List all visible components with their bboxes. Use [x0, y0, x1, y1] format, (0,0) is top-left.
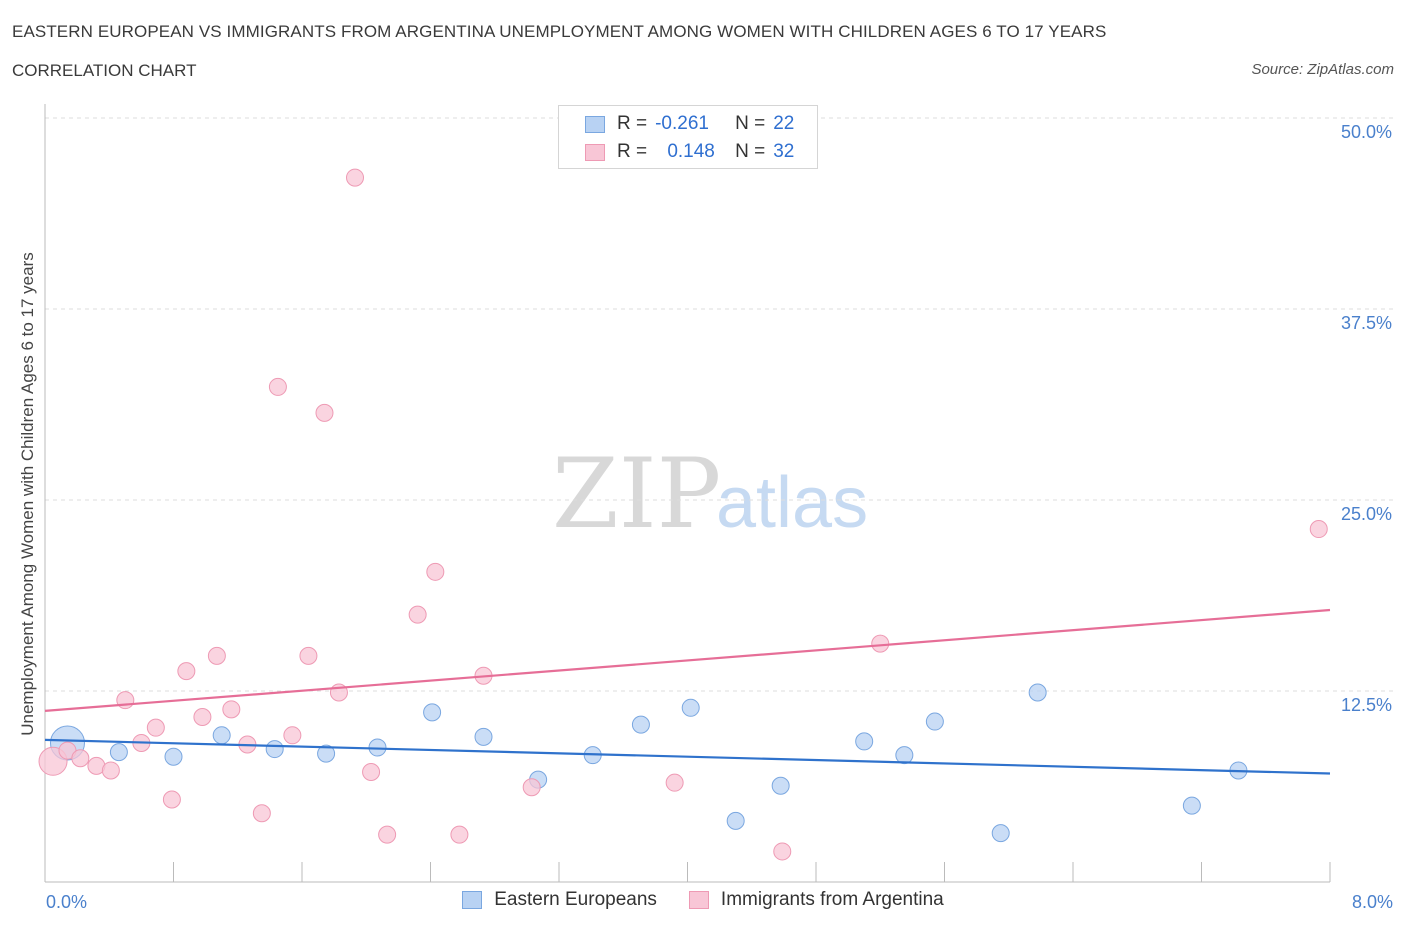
data-point-eastern-europeans	[265, 740, 284, 759]
watermark: ZIP atlas	[552, 438, 868, 550]
watermark-zip: ZIP	[552, 438, 721, 550]
data-point-eastern-europeans	[631, 715, 650, 734]
data-point-immigrants-argentina	[450, 825, 469, 844]
y-tick-label: 37.5%	[1341, 313, 1392, 333]
r-value: -0.261	[655, 113, 709, 134]
data-point-immigrants-argentina	[207, 646, 226, 665]
data-point-eastern-europeans	[109, 743, 128, 762]
data-point-eastern-europeans	[317, 744, 336, 763]
data-point-immigrants-argentina	[162, 790, 181, 809]
r-value: 0.148	[667, 141, 715, 162]
data-point-immigrants-argentina	[346, 168, 365, 187]
data-point-eastern-europeans	[681, 698, 700, 717]
stats-box: R = -0.261 N = 22 R = 0.148 N = 32	[558, 105, 818, 169]
data-point-eastern-europeans	[895, 746, 914, 765]
data-point-immigrants-argentina	[426, 562, 445, 581]
data-point-eastern-europeans	[726, 811, 745, 830]
series2-swatch	[585, 143, 605, 161]
data-point-immigrants-argentina	[522, 778, 541, 797]
data-point-eastern-europeans	[991, 824, 1010, 843]
legend-item-immigrants-argentina[interactable]: Immigrants from Argentina	[688, 889, 944, 911]
y-tick-label: 25.0%	[1341, 504, 1392, 524]
data-point-eastern-europeans	[212, 726, 231, 745]
trend-line-eastern-europeans	[44, 738, 1331, 775]
legend-label: Eastern Europeans	[494, 889, 657, 910]
data-point-immigrants-argentina	[101, 761, 120, 780]
gridlines	[45, 117, 1395, 692]
data-point-immigrants-argentina	[299, 646, 318, 665]
data-point-immigrants-argentina	[871, 634, 890, 653]
y-tick-label: 50.0%	[1341, 122, 1392, 142]
r-label: R =	[617, 141, 648, 162]
data-point-immigrants-argentina	[177, 662, 196, 681]
data-point-immigrants-argentina	[252, 804, 271, 823]
y-tick-label: 12.5%	[1341, 695, 1392, 715]
y-tick-labels: 12.5% 25.0% 37.5% 50.0%	[1341, 122, 1392, 715]
legend: Eastern Europeans Immigrants from Argent…	[0, 889, 1406, 911]
watermark-atlas: atlas	[716, 463, 868, 543]
legend-item-eastern-europeans[interactable]: Eastern Europeans	[462, 889, 657, 911]
data-point-immigrants-argentina	[665, 773, 684, 792]
data-point-immigrants-argentina	[362, 762, 381, 781]
data-point-immigrants-argentina	[408, 605, 427, 624]
data-point-immigrants-argentina	[1309, 520, 1328, 539]
data-point-eastern-europeans	[771, 776, 790, 795]
stats-row-eastern-europeans: R = -0.261 N = 22	[585, 111, 794, 137]
data-point-immigrants-argentina	[283, 726, 302, 745]
data-point-immigrants-argentina	[378, 825, 397, 844]
chart-subtitle: CORRELATION CHART	[12, 61, 197, 80]
series-eastern-europeans	[49, 683, 1248, 843]
n-value: 32	[773, 141, 795, 162]
x-tick-label: 8.0%	[1352, 892, 1393, 912]
data-point-eastern-europeans	[855, 732, 874, 751]
stats-row-immigrants-argentina: R = 0.148 N = 32	[585, 139, 794, 165]
legend-swatch-pink	[688, 891, 709, 909]
x-tick-labels: 0.0% 8.0%	[46, 892, 1393, 912]
chart-title: EASTERN EUROPEAN VS IMMIGRANTS FROM ARGE…	[12, 22, 1107, 41]
trend-line-immigrants-argentina	[44, 608, 1331, 712]
data-point-eastern-europeans	[1028, 683, 1047, 702]
data-point-immigrants-argentina	[315, 403, 334, 422]
n-label: N =	[735, 141, 766, 162]
n-value: 22	[773, 113, 795, 134]
data-point-eastern-europeans	[423, 703, 442, 722]
data-point-immigrants-argentina	[773, 842, 792, 861]
data-point-immigrants-argentina	[268, 377, 287, 396]
x-tick-label: 0.0%	[46, 892, 87, 912]
data-point-immigrants-argentina	[146, 718, 165, 737]
source-label: Source: ZipAtlas.com	[1251, 61, 1394, 78]
r-label: R =	[617, 113, 648, 134]
data-point-eastern-europeans	[474, 727, 493, 746]
data-point-immigrants-argentina	[193, 707, 212, 726]
trend-lines	[44, 608, 1331, 775]
data-point-eastern-europeans	[164, 747, 183, 766]
series1-swatch	[585, 115, 605, 133]
data-point-eastern-europeans	[925, 712, 944, 731]
legend-swatch-blue	[462, 891, 483, 909]
n-label: N =	[735, 113, 766, 134]
data-point-immigrants-argentina	[222, 700, 241, 719]
data-point-eastern-europeans	[1182, 796, 1201, 815]
legend-label: Immigrants from Argentina	[720, 889, 944, 910]
data-point-immigrants-argentina	[71, 749, 90, 768]
